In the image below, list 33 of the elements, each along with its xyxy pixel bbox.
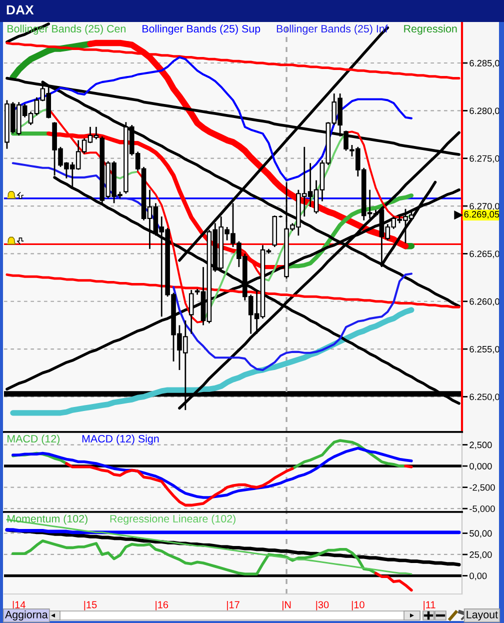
y-tick-label: 6.270,0: [470, 202, 500, 211]
y-tick-label: 2,500: [470, 442, 492, 450]
x-tick-label: |17: [227, 600, 240, 610]
series-label: Momentum (102): [8, 514, 88, 525]
y-tick-label: 6.250,0: [470, 394, 500, 402]
x-tick-label: |14: [12, 600, 26, 610]
x-tick-label: |30: [316, 600, 329, 610]
text: Aggiorna: [5, 610, 48, 620]
x-tick-label: |11: [424, 600, 436, 610]
x-tick-label: |N: [282, 600, 291, 610]
y-tick-label: -2,500: [470, 484, 495, 492]
y-tick-label: 6.260,0: [470, 298, 500, 306]
y-tick-label: 25,00: [470, 551, 492, 559]
y-tick-label: 6.265,0: [470, 250, 500, 258]
text: Regression: [404, 24, 457, 35]
y-tick-label: 6.280,0: [470, 108, 500, 116]
y-tick-label: -5,000: [470, 506, 495, 514]
series-label: Regressione Lineare (102): [110, 514, 236, 525]
x-tick-label: |15: [84, 600, 97, 610]
y-tick-label: 6.285,0: [470, 60, 500, 68]
x-tick-label: |16: [156, 600, 168, 610]
x-tick-label: |10: [352, 600, 364, 610]
text: Layout: [466, 610, 498, 620]
text: 6.269,05: [464, 211, 500, 219]
text: Bollinger Bands (25) Sup: [142, 24, 260, 35]
y-tick-label: 0,000: [470, 462, 492, 471]
chart-title: DAX: [6, 5, 34, 14]
y-tick-label: 6.275,0: [470, 155, 500, 163]
series-label: MACD (12): [8, 434, 60, 445]
y-tick-label: 6.255,0: [470, 346, 500, 354]
y-tick-label: 50,00: [470, 530, 492, 538]
y-tick-label: 0,00: [470, 572, 487, 580]
series-label: MACD (12) Sign: [82, 434, 159, 445]
